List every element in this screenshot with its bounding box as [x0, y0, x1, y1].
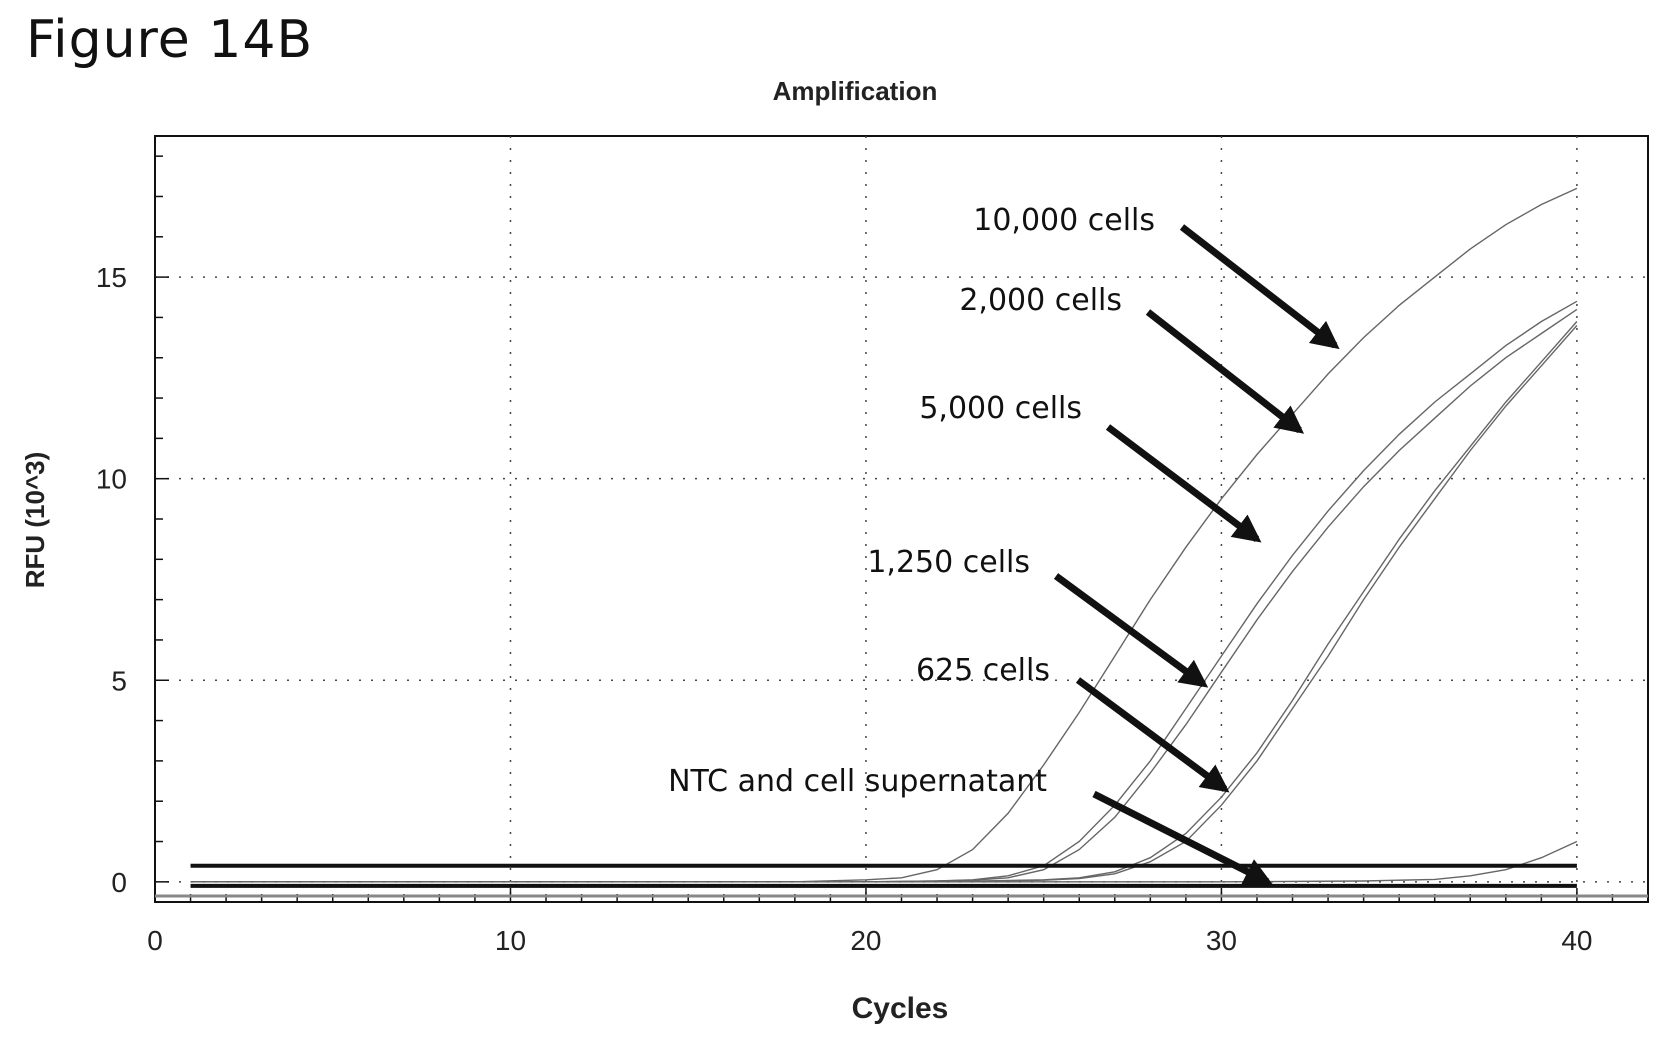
annotation-arrow [1105, 424, 1262, 543]
annotation-label: 10,000 cells [973, 203, 1155, 238]
x-tick-label: 20 [850, 925, 881, 956]
annotation-label: NTC and cell supernatant [668, 764, 1047, 799]
x-tick-label: 0 [147, 925, 163, 956]
annotation-label: 1,250 cells [867, 545, 1030, 580]
figure-label: Figure 14B [26, 10, 314, 70]
y-tick-label: 0 [111, 867, 127, 898]
annotation-arrow [1075, 677, 1230, 793]
x-tick-label: 40 [1561, 925, 1592, 956]
chart-title: Amplification [773, 76, 938, 106]
amplification-curve [190, 300, 1578, 883]
annotation-arrow [1092, 790, 1273, 885]
y-tick-label: 15 [96, 262, 127, 293]
amplification-curve [190, 308, 1578, 883]
annotation-label: 5,000 cells [919, 391, 1082, 426]
axis-ticks: 0 10 20 30 40 0 5 10 15 [96, 155, 1614, 956]
y-tick-label: 10 [96, 464, 127, 495]
y-axis-label: RFU (10^3) [20, 452, 50, 589]
amplification-curve [190, 187, 1578, 883]
series-lines [190, 187, 1578, 883]
amplification-curve [190, 321, 1578, 883]
x-axis-label: Cycles [852, 992, 949, 1025]
annotation-arrow [1179, 224, 1340, 350]
annotations: 10,000 cells 2,000 cells 5,000 cells 1,250 … [668, 203, 1340, 885]
annotation-label: 625 cells [916, 653, 1050, 688]
amplification-curve [190, 325, 1578, 883]
amplification-curve [190, 840, 1578, 883]
annotation-arrow [1145, 309, 1305, 434]
x-tick-label: 30 [1206, 925, 1237, 956]
annotation-label: 2,000 cells [959, 283, 1122, 318]
y-tick-label: 5 [111, 665, 127, 696]
x-tick-label: 10 [495, 925, 526, 956]
threshold-lines [155, 863, 1648, 898]
annotation-arrow [1053, 573, 1209, 688]
